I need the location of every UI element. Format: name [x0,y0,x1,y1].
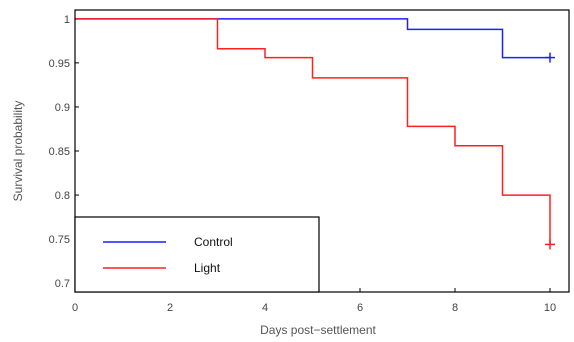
series-line-light [75,18,551,245]
censor-mark-light [545,239,555,250]
plot-frame [74,9,570,293]
y-tick-label: 0.9 [55,102,70,114]
series-line-control [75,18,550,59]
y-tick-label: 0.85 [49,146,70,158]
y-tick-labels: 0.7 0.75 0.8 0.85 0.9 0.95 1 [49,14,70,290]
series-lines [75,18,551,245]
x-tick-label: 2 [167,302,173,314]
censor-marks [545,52,555,250]
x-tick-label: 0 [72,302,78,314]
y-tick-label: 0.75 [49,234,70,246]
legend: Control Light [74,216,320,293]
x-tick-label: 8 [452,302,458,314]
x-axis-title: Days post−settlement [260,323,376,337]
legend-label-light: Light [194,261,221,275]
x-tick-label: 4 [262,302,268,314]
censor-mark-control [545,52,555,63]
legend-box [74,216,320,293]
y-tick-label: 0.7 [55,278,70,290]
y-tick-label: 0.8 [55,190,70,202]
legend-label-control: Control [194,235,233,249]
x-tick-labels: 0 2 4 6 8 10 [72,302,556,314]
y-axis-title: Survival probability [11,101,25,202]
x-tick-label: 10 [544,302,556,314]
y-tick-label: 1 [64,14,70,26]
x-tick-label: 6 [357,302,363,314]
y-tick-label: 0.95 [49,58,70,70]
